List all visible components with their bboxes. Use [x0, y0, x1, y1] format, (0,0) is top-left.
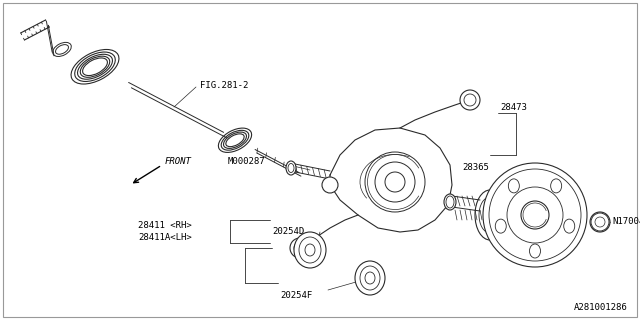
Circle shape	[460, 90, 480, 110]
Text: 28365: 28365	[462, 164, 489, 172]
Ellipse shape	[508, 179, 519, 193]
Ellipse shape	[355, 261, 385, 295]
Circle shape	[483, 163, 587, 267]
Circle shape	[322, 177, 338, 193]
Circle shape	[590, 212, 610, 232]
Text: FRONT: FRONT	[165, 157, 192, 166]
Text: FIG.281-2: FIG.281-2	[200, 81, 248, 90]
Text: 20254D: 20254D	[272, 228, 304, 236]
Text: 28411A<LH>: 28411A<LH>	[138, 233, 192, 242]
Ellipse shape	[294, 232, 326, 268]
Circle shape	[290, 238, 310, 258]
Text: N170049: N170049	[612, 218, 640, 227]
Ellipse shape	[550, 179, 562, 193]
Text: 20254F: 20254F	[280, 291, 312, 300]
Ellipse shape	[529, 244, 541, 258]
Text: 28411 <RH>: 28411 <RH>	[138, 220, 192, 229]
Ellipse shape	[591, 213, 609, 231]
Ellipse shape	[444, 194, 456, 210]
Text: A281001286: A281001286	[574, 303, 628, 312]
Ellipse shape	[564, 219, 575, 233]
Ellipse shape	[286, 161, 296, 175]
Text: 28473: 28473	[500, 102, 527, 111]
Ellipse shape	[495, 219, 506, 233]
Text: M000287: M000287	[228, 157, 266, 166]
